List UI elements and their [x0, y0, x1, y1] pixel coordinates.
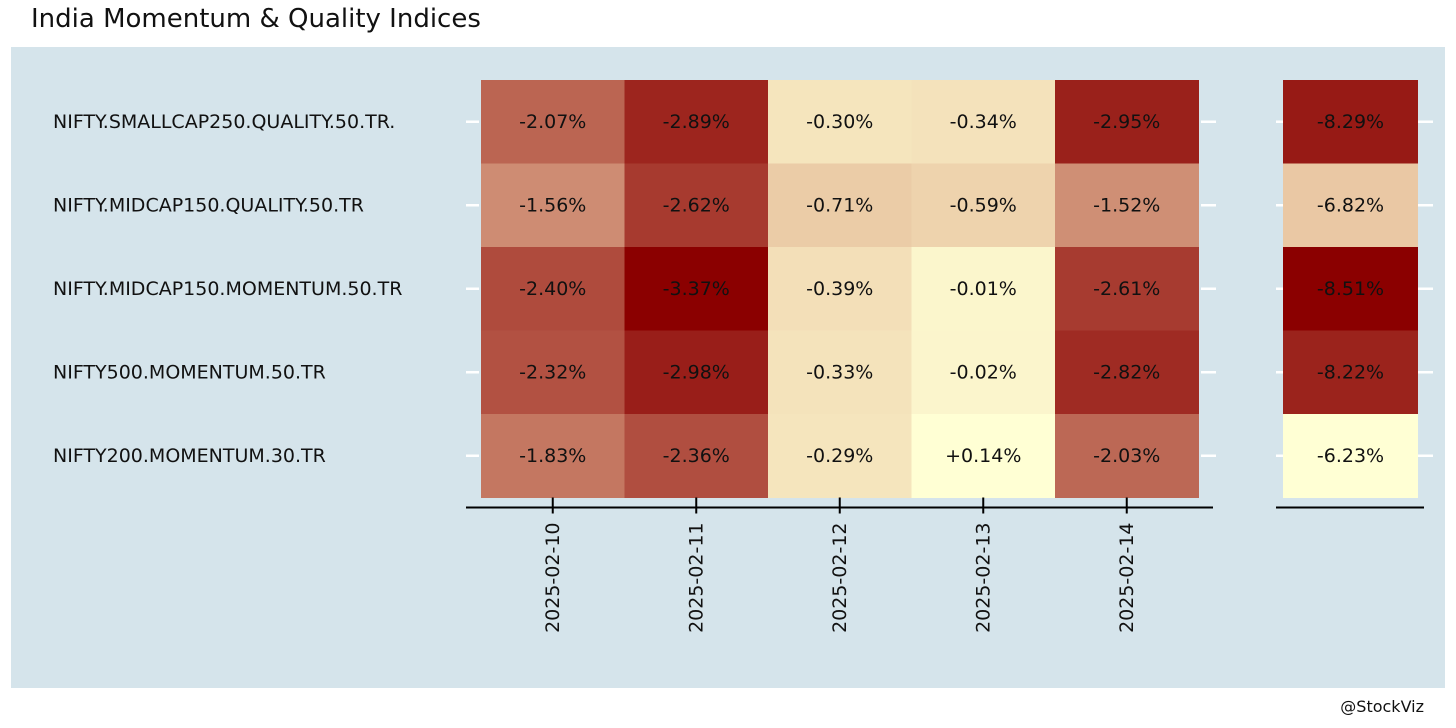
heatmap-cell — [911, 414, 1056, 498]
cell-value-label: -2.98% — [663, 361, 730, 383]
heatmap-cell — [624, 80, 769, 164]
cell-value-label: +0.14% — [945, 445, 1021, 467]
heatmap-cell — [624, 163, 769, 248]
heatmap-cell — [481, 163, 625, 248]
chart-title: India Momentum & Quality Indices — [31, 4, 481, 34]
row-label: NIFTY.SMALLCAP250.QUALITY.50.TR. — [53, 111, 395, 133]
heatmap-cell — [1055, 80, 1199, 164]
cell-value-label: -2.36% — [663, 445, 730, 467]
x-tick-label: 2025-02-10 — [542, 523, 564, 633]
row-label: NIFTY200.MOMENTUM.30.TR — [53, 445, 326, 467]
total-cell — [1283, 247, 1418, 331]
row-label: NIFTY.MIDCAP150.QUALITY.50.TR — [53, 194, 364, 216]
row-label: NIFTY.MIDCAP150.MOMENTUM.50.TR — [53, 278, 402, 300]
cell-value-label: -0.30% — [806, 111, 873, 133]
cell-value-label: -2.61% — [1093, 278, 1160, 300]
heatmap-cell — [911, 80, 1056, 164]
cell-value-label: -2.32% — [519, 361, 586, 383]
cell-value-label: -0.02% — [950, 361, 1017, 383]
cell-value-label: -0.39% — [806, 278, 873, 300]
x-axis: 2025-02-10 2025-02-11 2025-02-12 2025-02-13… — [466, 497, 1424, 633]
heatmap-cell — [481, 414, 625, 498]
total-value-label: -8.29% — [1317, 111, 1384, 133]
heatmap-cell — [1055, 163, 1199, 248]
cell-value-label: -2.07% — [519, 111, 586, 133]
total-cell — [1283, 330, 1418, 415]
heatmap-chart: -2.07% -2.89% -0.30% -0.34% -2.95% -1.56% -2.6… — [11, 47, 1445, 688]
chart-panel: -2.07% -2.89% -0.30% -0.34% -2.95% -1.56% -2.6… — [11, 47, 1445, 688]
cell-value-label: -0.34% — [950, 111, 1017, 133]
heatmap-cell — [624, 414, 769, 498]
total-cell — [1283, 414, 1418, 498]
cell-value-label: -0.29% — [806, 445, 873, 467]
heatmap-cell — [624, 247, 769, 331]
heatmap-cell — [481, 330, 625, 415]
cell-value-label: -0.59% — [950, 194, 1017, 216]
heatmap-cell — [768, 247, 912, 331]
heatmap-cell — [1055, 414, 1199, 498]
row-labels: NIFTY.SMALLCAP250.QUALITY.50.TR. NIFTY.MI… — [53, 111, 402, 467]
heatmap-cell — [768, 414, 912, 498]
total-cell — [1283, 80, 1418, 164]
x-tick-label: 2025-02-14 — [1116, 523, 1138, 633]
heatmap-cell — [1055, 330, 1199, 415]
heatmap-cell — [911, 163, 1056, 248]
total-cell — [1283, 163, 1418, 248]
cell-value-label: -1.52% — [1093, 194, 1160, 216]
total-value-label: -6.82% — [1317, 194, 1384, 216]
cell-value-label: -0.71% — [806, 194, 873, 216]
total-cells: -8.29% -6.82% -8.51% -8.22% -6.23% — [1283, 80, 1418, 498]
cell-value-label: -2.40% — [519, 278, 586, 300]
cell-value-label: -2.82% — [1093, 361, 1160, 383]
cell-value-label: -3.37% — [663, 278, 730, 300]
x-tick-label: 2025-02-13 — [972, 523, 994, 633]
cell-value-label: -1.83% — [519, 445, 586, 467]
cell-value-label: -2.95% — [1093, 111, 1160, 133]
heatmap-cells: -2.07% -2.89% -0.30% -0.34% -2.95% -1.56% -2.6… — [481, 80, 1199, 498]
cell-value-label: -1.56% — [519, 194, 586, 216]
heatmap-cell — [768, 80, 912, 164]
x-tick-label: 2025-02-11 — [685, 523, 707, 633]
total-value-label: -6.23% — [1317, 445, 1384, 467]
heatmap-cell — [911, 330, 1056, 415]
heatmap-cell — [768, 330, 912, 415]
cell-value-label: -2.62% — [663, 194, 730, 216]
heatmap-cell — [624, 330, 769, 415]
credit-text: @StockViz — [1340, 697, 1424, 716]
x-tick-label: 2025-02-12 — [829, 523, 851, 633]
tick-marks — [466, 120, 1433, 457]
heatmap-cell — [768, 163, 912, 248]
cell-value-label: -0.33% — [806, 361, 873, 383]
cell-value-label: -2.03% — [1093, 445, 1160, 467]
total-value-label: -8.22% — [1317, 361, 1384, 383]
cell-value-label: -0.01% — [950, 278, 1017, 300]
heatmap-cell — [1055, 247, 1199, 331]
heatmap-cell — [481, 80, 625, 164]
heatmap-cell — [481, 247, 625, 331]
heatmap-cell — [911, 247, 1056, 331]
row-label: NIFTY500.MOMENTUM.50.TR — [53, 361, 326, 383]
total-value-label: -8.51% — [1317, 278, 1384, 300]
cell-value-label: -2.89% — [663, 111, 730, 133]
